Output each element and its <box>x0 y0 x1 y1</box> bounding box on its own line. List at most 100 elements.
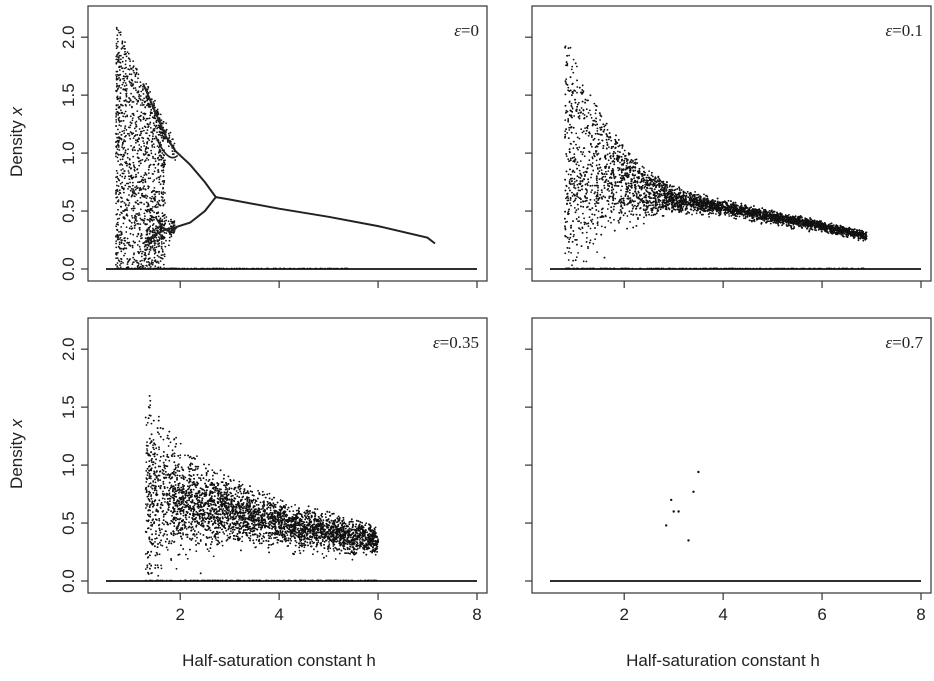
data-point <box>118 231 120 233</box>
data-point <box>589 110 591 112</box>
data-point <box>124 45 126 47</box>
data-point <box>662 207 664 209</box>
data-point <box>143 142 145 144</box>
data-point <box>149 233 151 235</box>
data-point <box>613 219 615 221</box>
data-point <box>139 223 141 225</box>
data-point <box>572 260 574 262</box>
data-point <box>145 126 147 128</box>
data-point <box>781 224 783 226</box>
data-point <box>161 170 163 172</box>
data-point <box>147 118 149 120</box>
data-point <box>584 127 586 129</box>
data-point <box>151 112 153 114</box>
data-point <box>135 89 137 91</box>
data-point <box>693 210 695 212</box>
data-point <box>132 227 134 229</box>
data-point <box>116 185 118 187</box>
data-point <box>141 234 143 236</box>
data-point <box>586 100 588 102</box>
data-point <box>592 219 594 221</box>
data-point <box>154 187 156 189</box>
data-point <box>165 232 167 234</box>
data-point <box>132 162 134 164</box>
data-point <box>137 150 139 152</box>
data-point <box>577 208 579 210</box>
data-point <box>152 173 154 175</box>
data-point <box>137 157 139 159</box>
data-point <box>152 245 154 247</box>
data-point <box>161 247 163 249</box>
data-point <box>590 239 592 241</box>
data-point <box>145 83 147 85</box>
data-point <box>151 131 153 133</box>
data-point <box>805 226 807 228</box>
data-point <box>586 183 588 185</box>
data-point <box>120 134 122 136</box>
data-point <box>145 146 147 148</box>
data-point <box>163 264 165 266</box>
data-point <box>129 135 131 137</box>
data-point <box>577 161 579 163</box>
data-point <box>573 153 575 155</box>
data-point <box>123 82 125 84</box>
data-point <box>144 254 146 256</box>
data-point <box>157 255 159 257</box>
data-point <box>127 148 129 150</box>
data-point <box>162 158 164 160</box>
data-point <box>133 205 135 207</box>
data-point <box>159 149 161 151</box>
data-point <box>145 194 147 196</box>
data-point <box>125 111 127 113</box>
data-point <box>568 251 570 253</box>
data-point <box>162 140 164 142</box>
data-point <box>581 107 583 109</box>
data-point <box>169 223 171 225</box>
data-point <box>144 196 146 198</box>
data-point <box>117 237 119 239</box>
data-point <box>126 88 128 90</box>
data-point <box>117 201 119 203</box>
data-point <box>118 180 120 182</box>
data-point <box>117 96 119 98</box>
data-point <box>123 187 125 189</box>
data-point <box>117 222 119 224</box>
data-point <box>137 101 139 103</box>
data-point <box>568 129 570 131</box>
data-point <box>153 101 155 103</box>
data-point <box>133 65 135 67</box>
data-point <box>580 128 582 130</box>
data-point <box>588 112 590 114</box>
data-point <box>129 69 131 71</box>
data-point <box>146 228 148 230</box>
data-point <box>115 247 117 249</box>
data-point <box>174 224 176 226</box>
data-point <box>696 212 698 214</box>
data-point <box>599 167 601 169</box>
data-point <box>154 244 156 246</box>
data-point <box>596 160 598 162</box>
data-point <box>145 188 147 190</box>
data-point <box>153 164 155 166</box>
data-point <box>137 153 139 155</box>
data-point <box>586 232 588 234</box>
data-point <box>116 76 118 78</box>
data-point <box>621 147 623 149</box>
data-point <box>575 133 577 135</box>
data-point <box>596 180 598 182</box>
data-point <box>139 240 141 242</box>
data-point <box>147 219 149 221</box>
data-point <box>633 214 635 216</box>
data-point <box>125 203 127 205</box>
data-point <box>120 169 122 171</box>
data-point <box>118 124 120 126</box>
data-point <box>150 150 152 152</box>
data-point <box>138 165 140 167</box>
data-point <box>608 196 610 198</box>
data-point <box>122 61 124 63</box>
data-point <box>116 85 118 87</box>
data-point <box>564 252 566 254</box>
y-tick-label: 0.5 <box>59 199 78 223</box>
data-point <box>149 91 151 93</box>
data-point <box>591 213 593 215</box>
